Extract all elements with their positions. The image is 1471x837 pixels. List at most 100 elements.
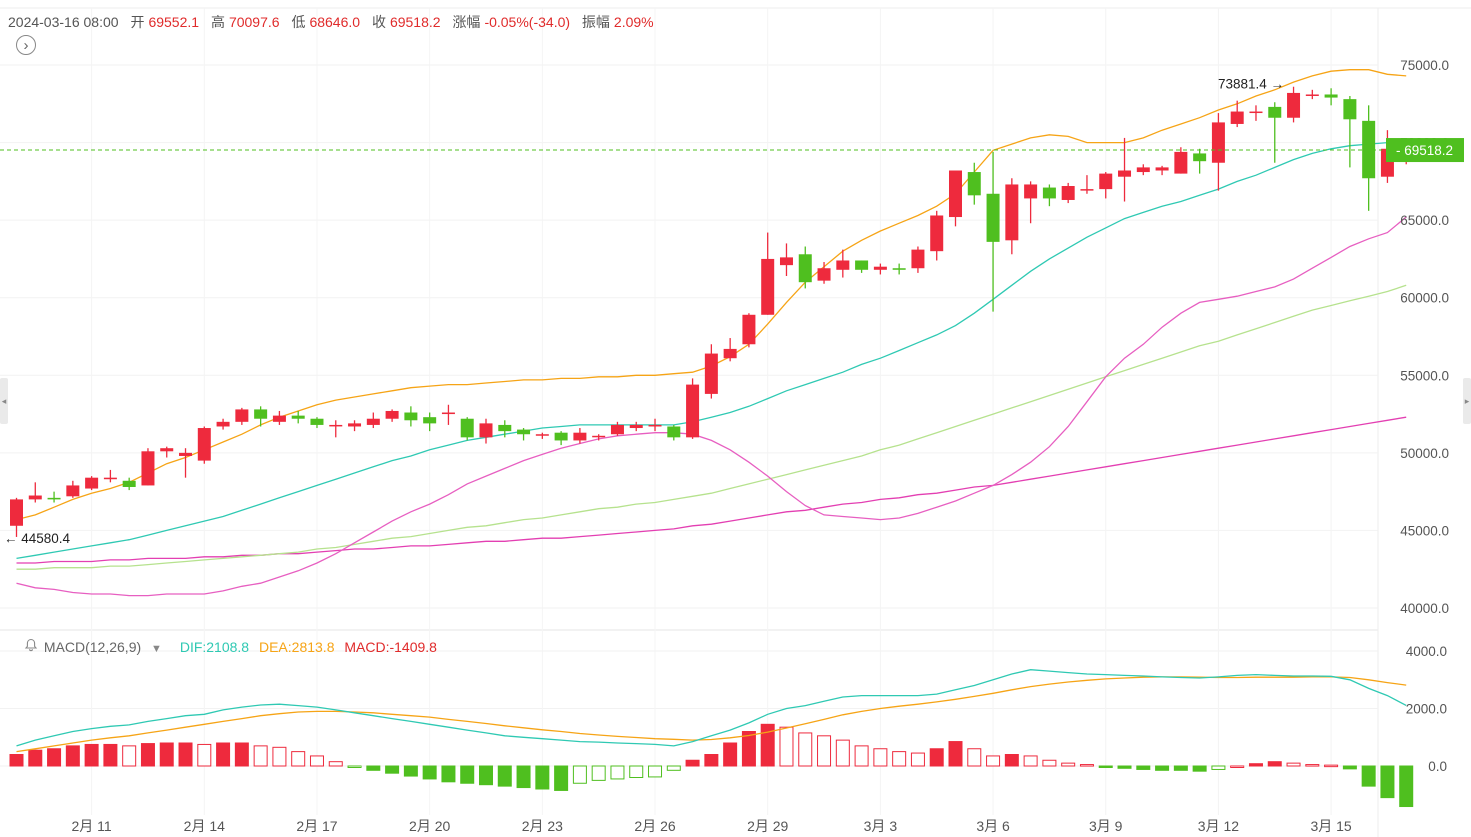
macd-y-tick-label: 0.0 [1428, 759, 1447, 774]
candle-body [967, 172, 981, 196]
macd-bar [197, 743, 212, 767]
candle-body [47, 497, 61, 500]
candle-body [348, 423, 362, 427]
candle-body [197, 428, 211, 461]
candle-body [141, 451, 155, 486]
macd-bar [140, 743, 155, 767]
candle-body [554, 432, 568, 441]
macd-bar [1061, 762, 1076, 767]
candle-body [1136, 167, 1150, 173]
caret-down-icon[interactable]: ▼ [151, 643, 162, 655]
macd-bar [854, 745, 869, 767]
candle-body [1118, 170, 1132, 177]
candle-body [66, 485, 80, 497]
macd-bar [1342, 765, 1357, 770]
macd-bar [760, 723, 775, 767]
candle-body [366, 418, 380, 425]
x-tick-label: 2月 29 [747, 818, 788, 834]
candle-body [535, 434, 549, 436]
candle-body [742, 314, 756, 345]
macd-bar [929, 748, 944, 767]
candle-body [441, 412, 455, 415]
candle-body [329, 424, 343, 427]
candle-body [573, 432, 587, 441]
candle-body [1230, 111, 1244, 124]
candle-body [686, 384, 700, 438]
macd-bar [1023, 755, 1038, 767]
macd-bar [1004, 754, 1019, 767]
bar-datetime: 2024-03-16 08:00 [8, 14, 119, 30]
bell-icon[interactable] [24, 638, 38, 655]
candle-body [761, 258, 775, 315]
macd-bar [328, 761, 343, 767]
bollinger-mid-line [16, 141, 1407, 560]
macd-y-tick-label: 4000.0 [1406, 644, 1447, 659]
candle-body [272, 415, 286, 422]
right-collapse-handle[interactable]: ▸ [1463, 378, 1471, 424]
macd-bar [723, 742, 738, 767]
axes: 75000.070000.065000.060000.055000.050000… [72, 58, 1449, 834]
macd-bar [648, 765, 663, 778]
macd-bar [817, 735, 832, 767]
candle-body [892, 268, 906, 270]
ma-long-line [16, 284, 1407, 570]
macd-bar [1098, 765, 1113, 768]
y-tick-label: 55000.0 [1400, 368, 1449, 383]
left-collapse-handle[interactable]: ◂ [0, 378, 8, 424]
macd-bar [666, 765, 681, 771]
macd-bar [178, 742, 193, 767]
candle-body [629, 424, 643, 429]
macd-title[interactable]: MACD(12,26,9) [43, 639, 142, 655]
candle-body [10, 499, 23, 526]
y-tick-label: 50000.0 [1400, 446, 1449, 461]
macd-bar [47, 748, 62, 767]
candle-body [85, 477, 99, 489]
change-value: -0.05%(-34.0) [484, 14, 571, 30]
candle-body [1249, 111, 1263, 114]
macd-bar [835, 739, 850, 767]
candle-body [1324, 94, 1338, 98]
candle-body [423, 417, 437, 424]
candle-body [1268, 106, 1282, 118]
macd-bar [103, 743, 118, 767]
open-label: 开 [130, 14, 145, 30]
macd-bar [422, 765, 437, 780]
y-tick-label: 45000.0 [1400, 523, 1449, 538]
macd-bar [1192, 765, 1207, 772]
macd-panel [9, 669, 1414, 808]
macd-bar [704, 754, 719, 767]
macd-bar [1248, 763, 1263, 767]
x-tick-label: 2月 11 [72, 818, 112, 834]
amplitude-value: 2.09% [613, 14, 654, 30]
macd-bar [1173, 765, 1188, 771]
macd-bar [479, 765, 493, 786]
macd-bar [554, 765, 569, 791]
candle-body [817, 268, 831, 281]
macd-bar [892, 751, 907, 767]
chevron-right-circle-icon[interactable]: › [16, 35, 36, 55]
macd-bar [948, 741, 963, 767]
macd-bar [685, 759, 700, 767]
macd-bar [1211, 765, 1226, 770]
macd-bar [873, 748, 888, 767]
candle-body [216, 421, 230, 427]
candle-body [122, 480, 136, 487]
macd-bar [1117, 765, 1132, 769]
macd-bar [460, 765, 475, 784]
macd-bar [572, 765, 587, 784]
macd-bar [1324, 764, 1339, 768]
macd-bar [798, 732, 813, 767]
macd-bar [1267, 761, 1282, 767]
macd-bar [967, 748, 982, 767]
candle-body [798, 254, 812, 283]
bollinger-lower-line [16, 216, 1407, 597]
y-tick-label: 40000.0 [1400, 601, 1449, 616]
macd-bar [1399, 765, 1414, 808]
candle-body [911, 249, 925, 269]
x-tick-label: 2月 23 [522, 818, 563, 834]
macd-bar [535, 765, 550, 790]
candle-body [517, 429, 531, 435]
y-tick-label: 65000.0 [1400, 213, 1449, 228]
candle-body [460, 418, 474, 438]
